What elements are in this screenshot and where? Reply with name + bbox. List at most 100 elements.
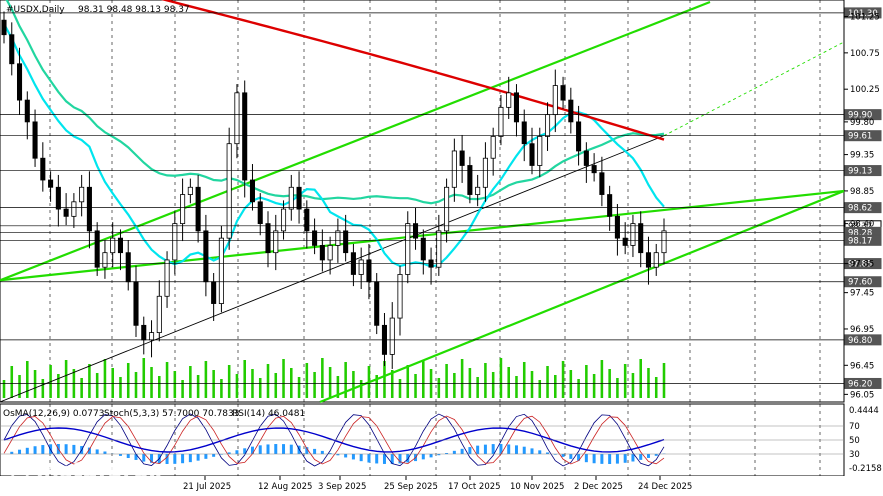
candle-body bbox=[576, 121, 582, 152]
price-level-box bbox=[844, 165, 882, 177]
price-level-label: 99.13 bbox=[848, 167, 872, 177]
price-level-label: 99.61 bbox=[848, 132, 872, 142]
candle-body bbox=[296, 186, 302, 210]
instaforex-logo: instaforex Instant Forex Trading bbox=[9, 458, 162, 493]
candle-body bbox=[475, 186, 481, 195]
trend-line bbox=[0, 135, 665, 403]
candle-body bbox=[599, 172, 605, 195]
candle-body bbox=[133, 281, 139, 326]
price-level-label: 98.37 bbox=[848, 222, 872, 232]
x-tick-label: 12 Aug 2025 bbox=[258, 482, 312, 492]
candle-body bbox=[288, 186, 294, 210]
candle-body bbox=[420, 237, 426, 261]
candle-body bbox=[529, 143, 535, 166]
candle-body bbox=[102, 252, 108, 268]
channel-upper bbox=[0, 0, 711, 282]
candle-body bbox=[280, 208, 287, 232]
candle-body bbox=[86, 186, 92, 232]
channel-lines bbox=[0, 0, 845, 404]
channel-lower-left bbox=[0, 189, 845, 282]
price-level-box bbox=[844, 109, 882, 121]
candle-body bbox=[273, 230, 279, 254]
candle-body bbox=[638, 223, 644, 254]
candle-body bbox=[1, 19, 7, 36]
price-level-label: 96.80 bbox=[848, 336, 872, 346]
candle-body bbox=[661, 230, 667, 254]
candle-body bbox=[513, 92, 520, 123]
candle-body bbox=[218, 237, 224, 304]
candle-body bbox=[451, 150, 457, 188]
price-level-box bbox=[844, 130, 882, 142]
stoch-signal-line bbox=[3, 415, 665, 465]
candle-body bbox=[568, 99, 574, 123]
candle-body bbox=[521, 121, 527, 145]
candle-body bbox=[343, 230, 349, 254]
candle-body bbox=[444, 186, 450, 232]
osc-tick-label: -0.2158 bbox=[849, 464, 882, 474]
oscillator-series bbox=[3, 413, 666, 467]
price-level-box bbox=[844, 276, 882, 288]
candle-body bbox=[327, 245, 333, 261]
logo-name: instaforex bbox=[36, 459, 162, 484]
candle-body bbox=[552, 85, 558, 116]
ohlc-label: 98.31 98.48 98.13 98.37 bbox=[78, 5, 190, 15]
price-level-label: 98.62 bbox=[848, 204, 872, 214]
candle-body bbox=[40, 157, 46, 181]
candle-body bbox=[16, 63, 23, 101]
candle-body bbox=[148, 332, 155, 341]
x-tick-label: 17 Oct 2025 bbox=[448, 482, 501, 492]
time-axis: 21 Jul 2025 12 Aug 2025 3 Sep 2025 25 Sep 2… bbox=[0, 476, 883, 496]
logo-icon bbox=[9, 458, 31, 480]
stoch-main-line bbox=[3, 413, 665, 467]
volume-bars bbox=[2, 358, 666, 398]
x-tick-label: 10 Nov 2025 bbox=[510, 482, 564, 492]
y-tick-label: 98.85 bbox=[850, 187, 874, 197]
x-tick-label: 25 Sep 2025 bbox=[384, 482, 438, 492]
ma-red-line bbox=[160, 0, 665, 141]
candle-body bbox=[436, 230, 442, 268]
y-tick-label: 99.80 bbox=[850, 118, 874, 128]
y-tick-label: 97.85 bbox=[850, 260, 874, 270]
osc-tick-label: 50 bbox=[849, 436, 860, 446]
ma-aqua-line bbox=[3, 23, 665, 268]
candle-body bbox=[397, 274, 403, 319]
candle-body bbox=[79, 186, 85, 203]
y-tick-label: 98.40 bbox=[850, 220, 874, 230]
price-level-label: 97.60 bbox=[848, 278, 872, 288]
candle-body bbox=[374, 281, 380, 326]
candle-body bbox=[506, 92, 512, 108]
candle-body bbox=[482, 157, 488, 188]
price-level-label: 98.28 bbox=[848, 228, 872, 238]
candle-body bbox=[125, 252, 131, 283]
price-level-label: 96.20 bbox=[848, 379, 872, 389]
candle-body bbox=[63, 208, 69, 217]
y-tick-label: 96.95 bbox=[850, 325, 874, 335]
candle-body bbox=[203, 230, 209, 283]
candle-body bbox=[156, 295, 162, 334]
price-level-box bbox=[844, 234, 882, 246]
price-level-box bbox=[844, 334, 882, 346]
y-tick-label: 96.05 bbox=[850, 390, 874, 400]
y-tick-label: 100.75 bbox=[850, 49, 880, 59]
candle-body bbox=[249, 179, 256, 203]
x-tick-label: 2 Dec 2025 bbox=[574, 482, 623, 492]
candle-body bbox=[653, 252, 659, 268]
candle-body bbox=[226, 143, 232, 239]
candle-body bbox=[645, 252, 652, 268]
candle-body bbox=[498, 106, 504, 137]
candle-body bbox=[110, 237, 116, 254]
y-tick-label: 101.25 bbox=[850, 13, 880, 23]
candle-body bbox=[117, 237, 124, 254]
moving-averages bbox=[3, 0, 665, 268]
ma-sea-line bbox=[5, 0, 665, 205]
y-tick-label: 96.45 bbox=[850, 361, 874, 371]
rsi-label: RSI(14) 46.0481 bbox=[232, 409, 305, 419]
candle-body bbox=[412, 223, 419, 239]
candle-body bbox=[265, 223, 271, 254]
price-level-label: 98.17 bbox=[848, 236, 872, 246]
candle-body bbox=[48, 179, 54, 188]
candle-body bbox=[55, 186, 61, 210]
osc-tick-label: 30 bbox=[849, 450, 860, 460]
candle-body bbox=[242, 92, 248, 181]
